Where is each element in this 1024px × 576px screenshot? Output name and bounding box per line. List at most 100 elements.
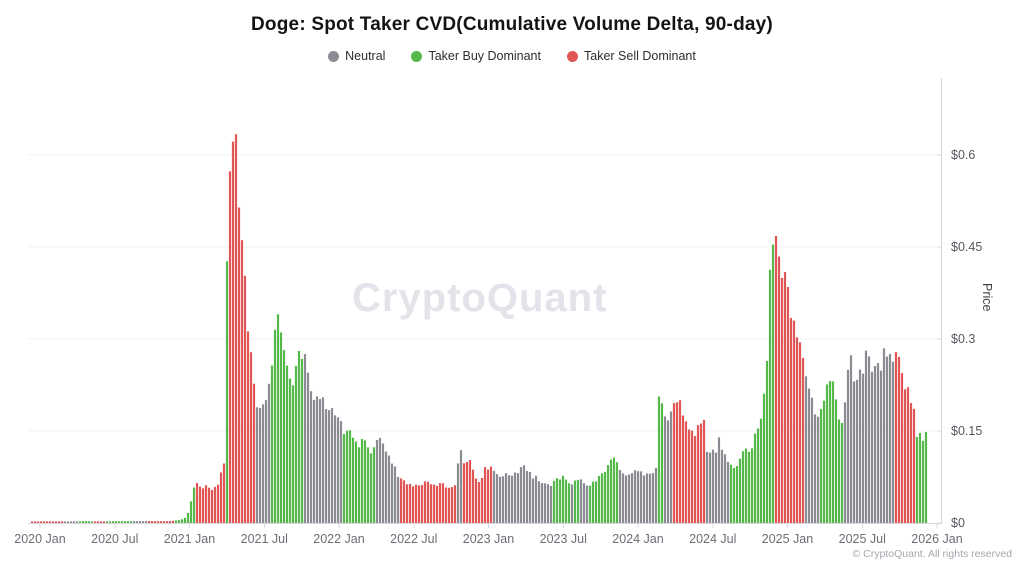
bar [78, 521, 82, 523]
bar [333, 415, 337, 523]
bar [33, 521, 37, 523]
bar [780, 278, 784, 523]
bar [576, 479, 580, 523]
bar [582, 483, 586, 523]
bar [585, 485, 589, 523]
bar [726, 461, 730, 523]
bar [543, 483, 547, 523]
bar [915, 437, 919, 523]
bar [453, 485, 457, 523]
bar [765, 360, 769, 523]
bar [252, 383, 256, 523]
x-tick-label: 2026 Jan [911, 532, 963, 546]
bar [510, 475, 514, 523]
bar [276, 314, 280, 523]
legend-item-neutral[interactable]: Neutral [328, 49, 385, 63]
bar [381, 443, 385, 523]
bar [798, 342, 802, 523]
bar [795, 337, 799, 523]
bar [528, 472, 532, 523]
bar [753, 433, 757, 523]
y-tick-label: $0.3 [951, 332, 976, 346]
bar [171, 520, 175, 523]
bar [699, 423, 703, 523]
bar [291, 385, 295, 523]
bar [129, 521, 133, 523]
bar [225, 261, 229, 523]
bar [507, 475, 511, 523]
bar [186, 512, 190, 523]
bar [813, 414, 817, 523]
bar [609, 459, 613, 523]
bar [312, 399, 316, 523]
bar [675, 402, 679, 523]
bar [357, 447, 361, 523]
bar [456, 463, 460, 523]
bar [207, 487, 211, 523]
bar [648, 473, 652, 523]
bar [615, 462, 619, 523]
bar [597, 475, 601, 523]
bar [888, 353, 892, 523]
bar [108, 521, 112, 523]
bar [594, 481, 598, 523]
bar [336, 417, 340, 523]
bar [489, 466, 493, 523]
bar [348, 430, 352, 523]
bar [297, 351, 301, 523]
bar [906, 387, 910, 523]
bar [519, 467, 523, 523]
bar [294, 365, 298, 523]
bar [501, 476, 505, 523]
bar [288, 378, 292, 523]
bar [132, 521, 136, 523]
bar [471, 469, 475, 523]
bar [150, 521, 154, 523]
bar [462, 463, 466, 523]
bar [849, 355, 853, 523]
bar [666, 420, 670, 523]
bar [792, 320, 796, 523]
bar [231, 141, 235, 523]
bar [447, 487, 451, 523]
bar [768, 269, 772, 523]
bar [642, 475, 646, 523]
legend-item-taker-sell-dominant[interactable]: Taker Sell Dominant [567, 49, 696, 63]
y-tick-label: $0 [951, 516, 965, 530]
bar [861, 373, 865, 523]
bar [339, 421, 343, 523]
legend-item-taker-buy-dominant[interactable]: Taker Buy Dominant [411, 49, 541, 63]
bar [372, 447, 376, 523]
bar [144, 521, 148, 523]
bar [54, 521, 58, 523]
bar [240, 240, 244, 523]
bar [630, 473, 634, 523]
bar [537, 481, 541, 523]
bar [840, 422, 844, 523]
bar [918, 433, 922, 523]
y-tick-label: $0.6 [951, 148, 976, 162]
bar [429, 484, 433, 523]
bar [660, 403, 664, 523]
bar [702, 419, 706, 523]
bar [684, 421, 688, 523]
bar [162, 521, 166, 523]
bar [60, 521, 64, 523]
bar [771, 244, 775, 523]
bar [516, 473, 520, 523]
bar [534, 475, 538, 523]
bar [255, 407, 259, 523]
bar [744, 448, 748, 523]
bar [321, 397, 325, 523]
bar [822, 400, 826, 523]
y-tick-label: $0.45 [951, 240, 983, 254]
bar [783, 272, 787, 523]
bar [621, 473, 625, 523]
bar [138, 521, 142, 523]
bar [387, 455, 391, 523]
bar [681, 415, 685, 523]
bar [891, 361, 895, 523]
bar [672, 403, 676, 523]
bar [84, 521, 88, 523]
